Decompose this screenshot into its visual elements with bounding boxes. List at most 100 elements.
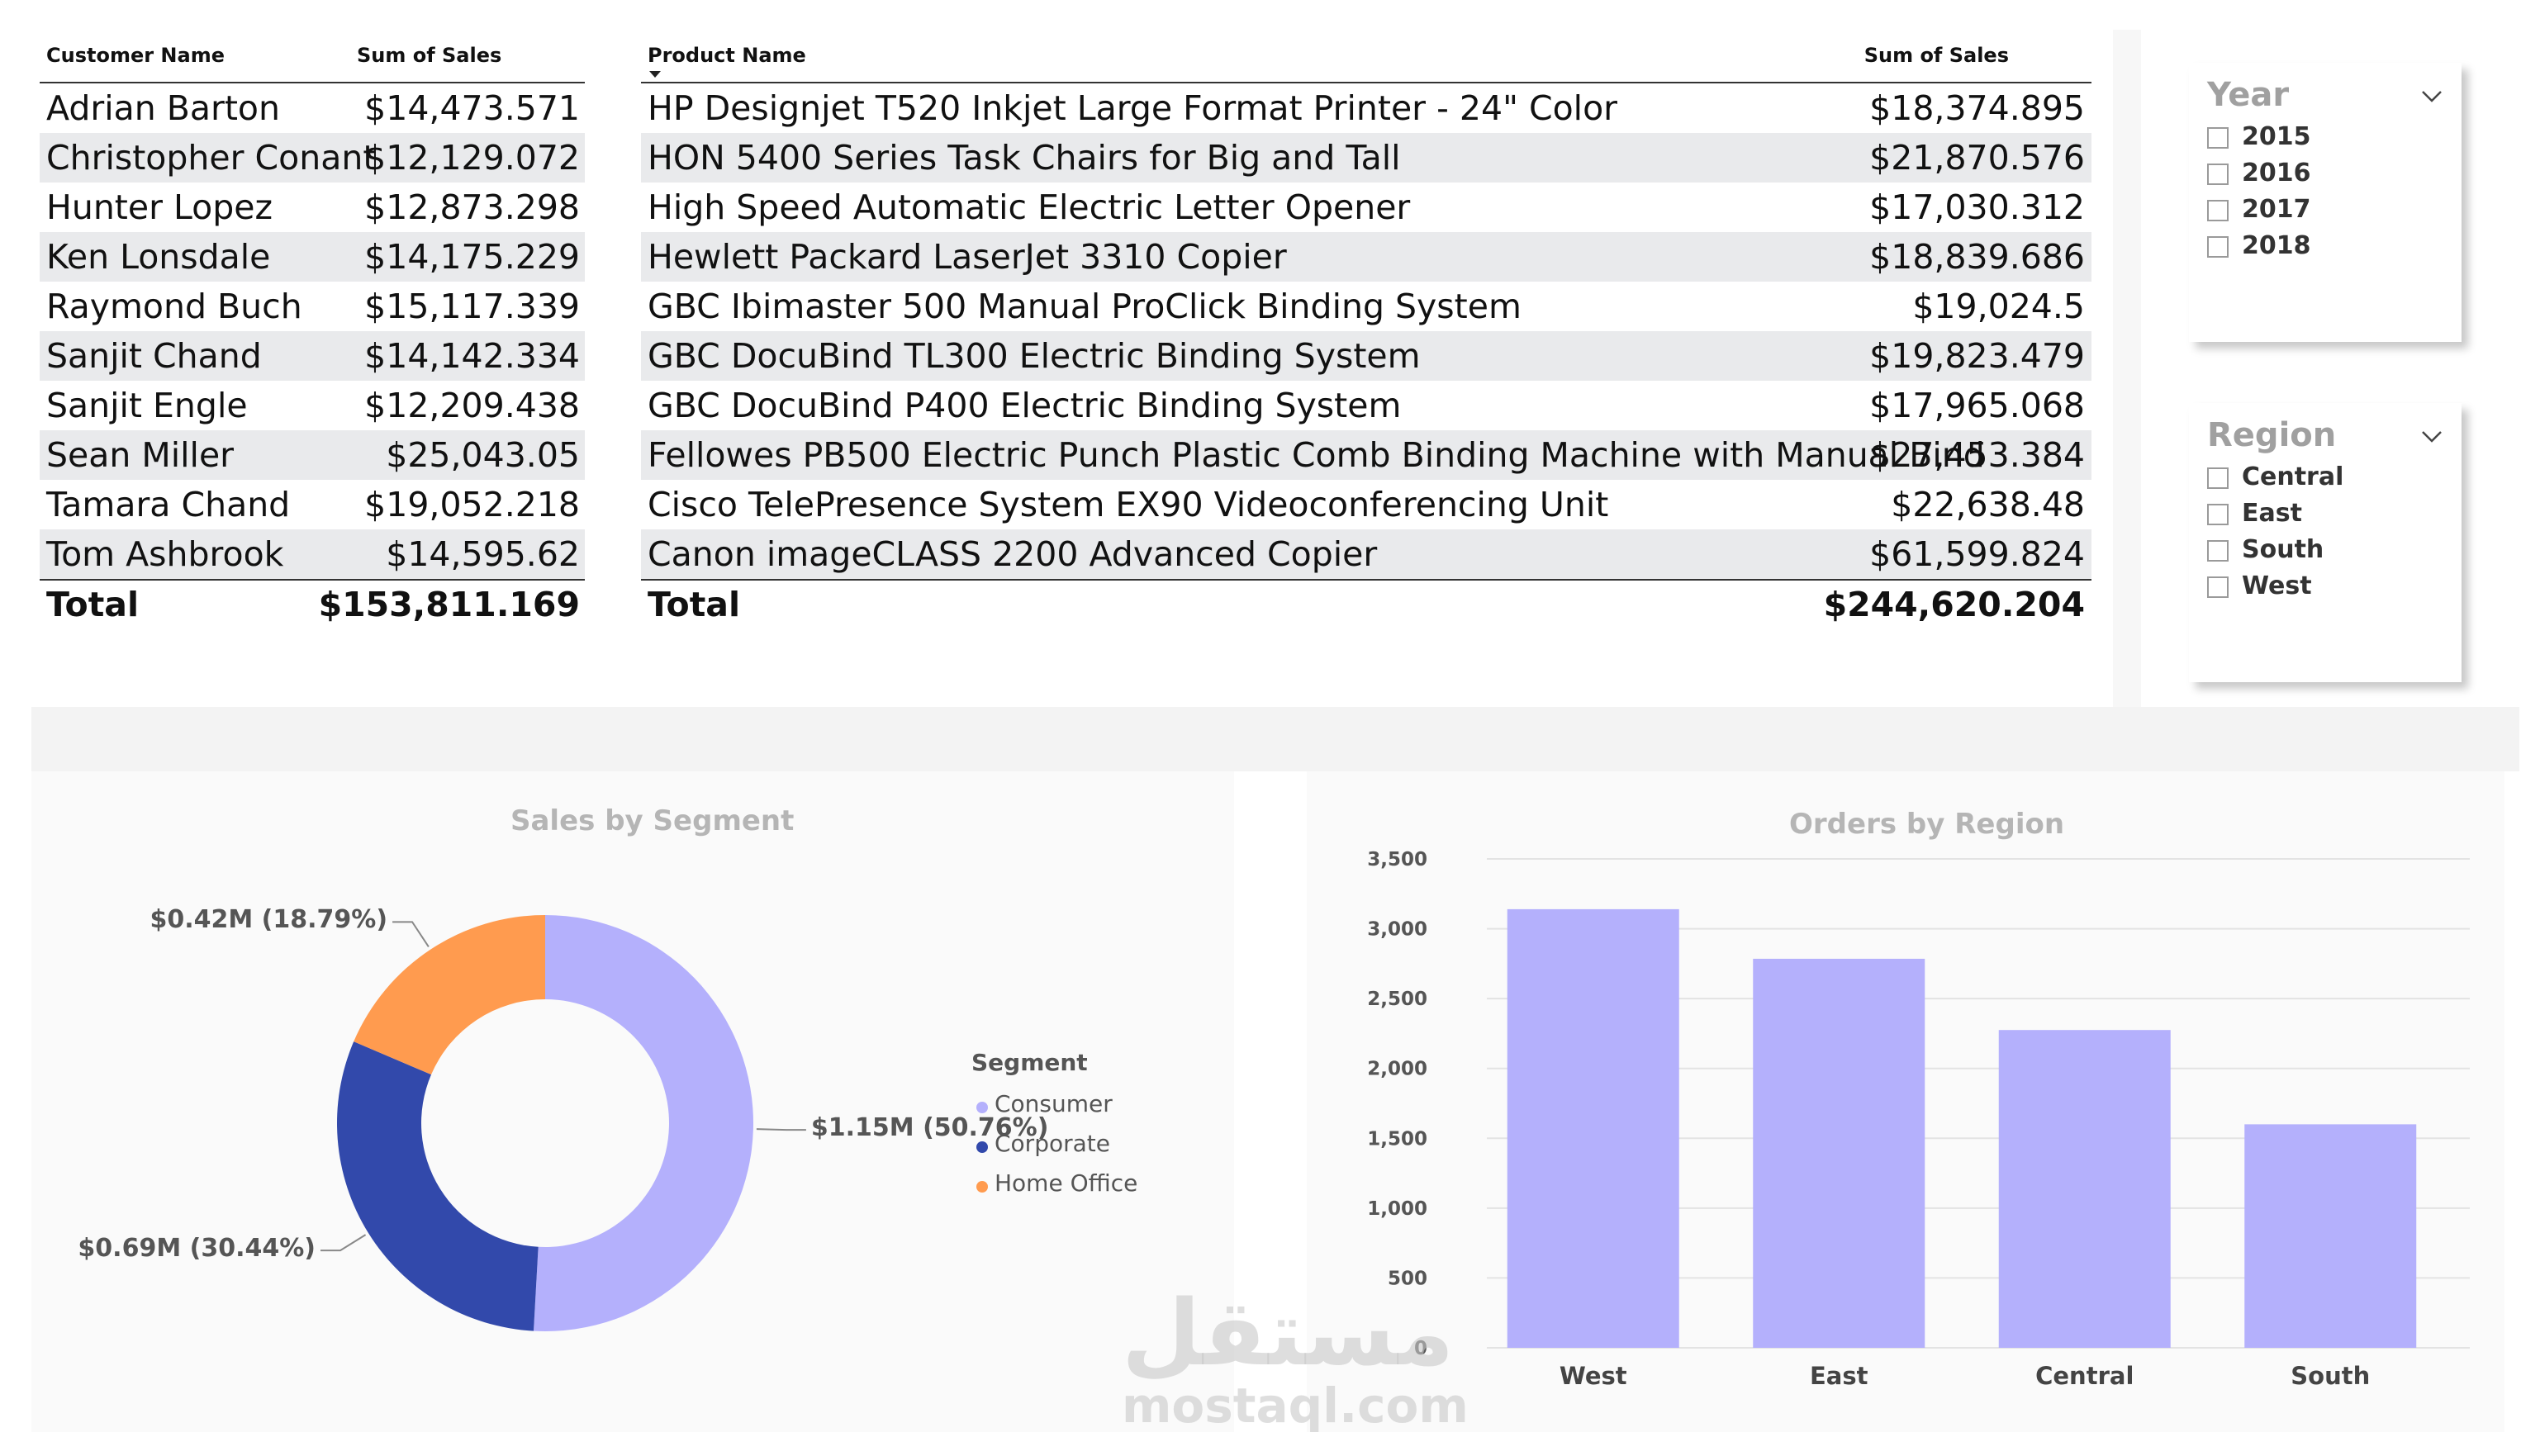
table-row[interactable]: Cisco TelePresence System EX90 Videoconf… [641,480,2091,529]
table-row[interactable]: Christopher Conant $12,129.072 [40,133,585,183]
bar-east[interactable] [1753,958,1925,1348]
row-sales-cell: $14,473.571 [364,88,580,128]
table-row[interactable]: High Speed Automatic Electric Letter Ope… [641,183,2091,232]
x-category-label: South [2291,1362,2370,1390]
row-sales-cell: $15,117.339 [364,287,580,326]
row-sales-cell: $21,870.576 [1869,138,2085,178]
year-slicer[interactable]: Year 2015 2016 2017 2018 [2189,63,2462,342]
sort-descending-icon[interactable] [648,69,662,79]
donut-data-label: $0.69M (30.44%) [78,1234,316,1264]
checkbox[interactable] [2207,467,2229,489]
row-name-cell: GBC Ibimaster 500 Manual ProClick Bindin… [648,287,1522,326]
row-name-cell: HON 5400 Series Task Chairs for Big and … [648,138,1401,178]
y-tick-label: 1,000 [1367,1198,1427,1220]
table-row[interactable]: Sean Miller $25,043.05 [40,430,585,480]
legend-dot [976,1102,988,1113]
legend-item[interactable]: Corporate [976,1130,1158,1163]
checkbox[interactable] [2207,540,2229,562]
chevron-down-icon[interactable] [2420,84,2443,107]
slicer-option[interactable]: 2016 [2207,157,2422,190]
sales-by-segment-card [31,771,1234,1432]
slicer-option-label: 2018 [2242,231,2311,260]
slicer-option[interactable]: 2017 [2207,193,2422,226]
table-row[interactable]: GBC DocuBind P400 Electric Binding Syste… [641,381,2091,430]
legend-dot [976,1141,988,1153]
donut-slice-home-office[interactable] [354,915,545,1075]
y-tick-label: 0 [1414,1338,1427,1359]
row-sales-cell: $14,595.62 [386,534,580,574]
product-sales-table: Product Name Sum of Sales HP Designjet T… [641,33,2091,628]
table-row[interactable]: Adrian Barton $14,473.571 [40,83,585,133]
table-row[interactable]: Canon imageCLASS 2200 Advanced Copier $61… [641,529,2091,579]
slicer-option-label: East [2242,499,2302,528]
slicer-option-label: 2015 [2242,122,2311,151]
total-label: Total [648,585,741,624]
total-value: $153,811.169 [318,585,580,624]
y-tick-label: 3,000 [1367,919,1427,941]
row-sales-cell: $12,129.072 [364,138,580,178]
legend-label: Corporate [995,1130,1110,1157]
y-tick-label: 2,500 [1367,989,1427,1010]
table-row[interactable]: HON 5400 Series Task Chairs for Big and … [641,133,2091,183]
slicer-option[interactable]: 2018 [2207,230,2422,263]
bar-west[interactable] [1507,908,1679,1348]
table-row[interactable]: Hewlett Packard LaserJet 3310 Copier $18,… [641,232,2091,282]
product-name-header[interactable]: Product Name [648,44,806,67]
table-row[interactable]: HP Designjet T520 Inkjet Large Format Pr… [641,83,2091,133]
checkbox[interactable] [2207,236,2229,258]
customer-total-row: Total $153,811.169 [40,580,585,629]
slicer-option[interactable]: Central [2207,461,2422,494]
customer-name-header[interactable]: Customer Name [46,44,225,67]
checkbox[interactable] [2207,504,2229,525]
y-tick-label: 500 [1388,1268,1427,1289]
slicer-option[interactable]: South [2207,534,2422,567]
legend-item[interactable]: Consumer [976,1090,1158,1123]
table-row[interactable]: GBC Ibimaster 500 Manual ProClick Bindin… [641,282,2091,331]
y-tick-label: 3,500 [1367,849,1427,870]
table-row[interactable]: Tamara Chand $19,052.218 [40,480,585,529]
row-name-cell: Raymond Buch [46,287,302,326]
customer-sales-table: Customer Name Sum of Sales Adrian Barton… [40,33,585,628]
total-label: Total [46,585,140,624]
row-sales-cell: $19,052.218 [364,485,580,524]
donut-slice-consumer[interactable] [533,915,753,1331]
checkbox[interactable] [2207,576,2229,598]
table-row[interactable]: Hunter Lopez $12,873.298 [40,183,585,232]
table-row[interactable]: GBC DocuBind TL300 Electric Binding Syst… [641,331,2091,381]
bar-central[interactable] [1998,1030,2171,1348]
x-category-label: West [1560,1362,1627,1390]
row-name-cell: Hewlett Packard LaserJet 3310 Copier [648,237,1287,277]
checkbox[interactable] [2207,164,2229,185]
table-row[interactable]: Sanjit Engle $12,209.438 [40,381,585,430]
slicer-option-label: 2016 [2242,159,2311,187]
table-row[interactable]: Fellowes PB500 Electric Punch Plastic Co… [641,430,2091,480]
row-sales-cell: $14,142.334 [364,336,580,376]
donut-slice-corporate[interactable] [337,1041,539,1331]
table-row[interactable]: Tom Ashbrook $14,595.62 [40,529,585,579]
table-row[interactable]: Ken Lonsdale $14,175.229 [40,232,585,282]
customer-sum-header[interactable]: Sum of Sales [357,44,502,67]
checkbox[interactable] [2207,127,2229,149]
table-row[interactable]: Raymond Buch $15,117.339 [40,282,585,331]
checkbox[interactable] [2207,200,2229,221]
row-name-cell: Sanjit Engle [46,386,248,425]
segment-legend-title: Segment [971,1049,1088,1076]
product-sum-header[interactable]: Sum of Sales [1863,44,2009,67]
segment-chart-title: Sales by Segment [510,804,795,837]
slicer-option[interactable]: West [2207,570,2422,603]
row-sales-cell: $18,839.686 [1869,237,2085,277]
legend-label: Consumer [995,1090,1113,1117]
chevron-down-icon[interactable] [2420,424,2443,448]
bar-south[interactable] [2244,1124,2417,1348]
orders-bar-chart: 0 500 1,000 1,500 2,000 2,500 3,000 3,500 West Ea… [1367,849,2470,1390]
slicer-option[interactable]: 2015 [2207,121,2422,154]
x-category-label: East [1810,1362,1868,1390]
segment-donut-chart [320,915,806,1331]
slicer-option[interactable]: East [2207,497,2422,530]
row-name-cell: Hunter Lopez [46,187,273,227]
product-total-row: Total $244,620.204 [641,580,2091,629]
region-slicer[interactable]: Region Central East South West [2189,403,2462,682]
legend-item[interactable]: Home Office [976,1169,1158,1202]
table-row[interactable]: Sanjit Chand $14,142.334 [40,331,585,381]
row-name-cell: Ken Lonsdale [46,237,271,277]
